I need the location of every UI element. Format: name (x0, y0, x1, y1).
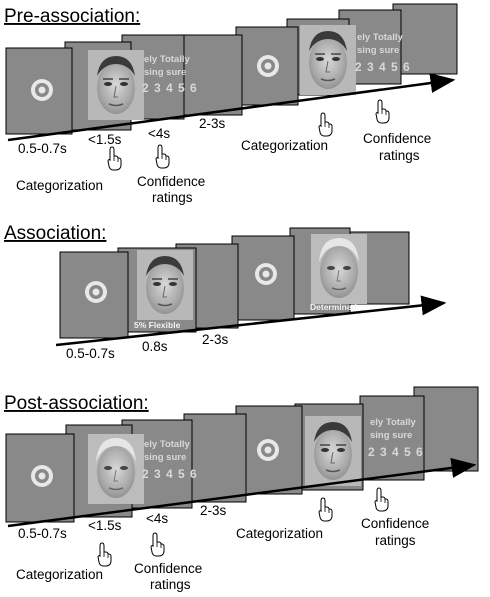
trait-caption: Determined (310, 302, 357, 312)
action-label: Confidence (363, 131, 431, 146)
target-circle-icon (31, 79, 53, 101)
rating-numbers: 2 3 4 5 6 (142, 467, 198, 481)
action-label: Categorization (236, 526, 323, 541)
action-label: ratings (379, 148, 420, 163)
duration-label: <1.5s (88, 518, 122, 533)
target-circle-icon (257, 439, 279, 461)
target-circle-icon (85, 281, 107, 303)
action-label: Confidence (361, 516, 429, 531)
duration-label: <4s (146, 511, 168, 526)
duration-label: 0.5-0.7s (18, 526, 67, 541)
post-frame-4 (183, 413, 247, 503)
action-label: Confidence (137, 174, 205, 189)
face-photo (304, 415, 362, 487)
post-frame-8 (413, 386, 479, 472)
duration-label: <4s (148, 126, 170, 141)
timeline-arrow (7, 73, 456, 142)
rating-text: sing sure (370, 430, 412, 441)
rating-text: ely Totally (144, 439, 190, 450)
hand-pointer-icon (97, 542, 112, 567)
post-association-title: Post-association: (4, 393, 149, 414)
hand-pointer-icon (155, 144, 170, 169)
face-photo (310, 233, 368, 305)
action-label: ratings (150, 577, 191, 592)
rating-text: ely Totally (357, 32, 403, 43)
target-circle-icon (257, 55, 279, 77)
face-photo (299, 24, 357, 96)
action-label: Confidence (134, 561, 202, 576)
pre-frame-4 (177, 34, 243, 116)
action-label: ratings (152, 190, 193, 205)
duration-label: 0.8s (142, 339, 168, 354)
hand-pointer-icon (150, 532, 165, 557)
action-label: Categorization (16, 567, 103, 582)
target-circle-icon (255, 263, 277, 285)
hand-pointer-icon (318, 497, 333, 522)
rating-text: sing sure (357, 45, 399, 56)
action-label: Categorization (241, 138, 328, 153)
duration-label: 0.5-0.7s (66, 346, 115, 361)
rating-text: sing sure (144, 452, 186, 463)
rating-text: ely Totally (370, 417, 416, 428)
hand-pointer-icon (374, 487, 389, 512)
hand-pointer-icon (375, 99, 390, 124)
association-title: Association: (4, 223, 106, 244)
target-circle-icon (31, 465, 53, 487)
hand-pointer-icon (318, 112, 333, 137)
action-label: Categorization (16, 178, 103, 193)
timeline-arrow (7, 458, 477, 528)
face-photo (87, 433, 145, 505)
rating-text: sing sure (144, 67, 186, 78)
timeline-arrow (55, 295, 447, 347)
pre-frame-8 (392, 3, 458, 75)
face-photo (87, 49, 145, 121)
duration-label: 2-3s (202, 332, 229, 347)
face-photo (136, 249, 194, 321)
rating-numbers: 2 3 4 5 6 (142, 81, 198, 95)
action-label: ratings (375, 533, 416, 548)
duration-label: <1.5s (88, 132, 122, 147)
duration-label: 2-3s (200, 503, 227, 518)
trait-caption: 5% Flexible (134, 320, 181, 330)
rating-numbers: 2 3 4 5 6 (355, 60, 411, 74)
duration-label: 0.5-0.7s (18, 141, 67, 156)
pre-association-title: Pre-association: (4, 6, 140, 27)
duration-label: 2-3s (199, 116, 226, 131)
pre-frame-1 (5, 47, 73, 135)
hand-pointer-icon (107, 146, 122, 171)
rating-text: ely Totally (144, 54, 190, 65)
rating-numbers: 2 3 4 5 6 (368, 445, 424, 459)
